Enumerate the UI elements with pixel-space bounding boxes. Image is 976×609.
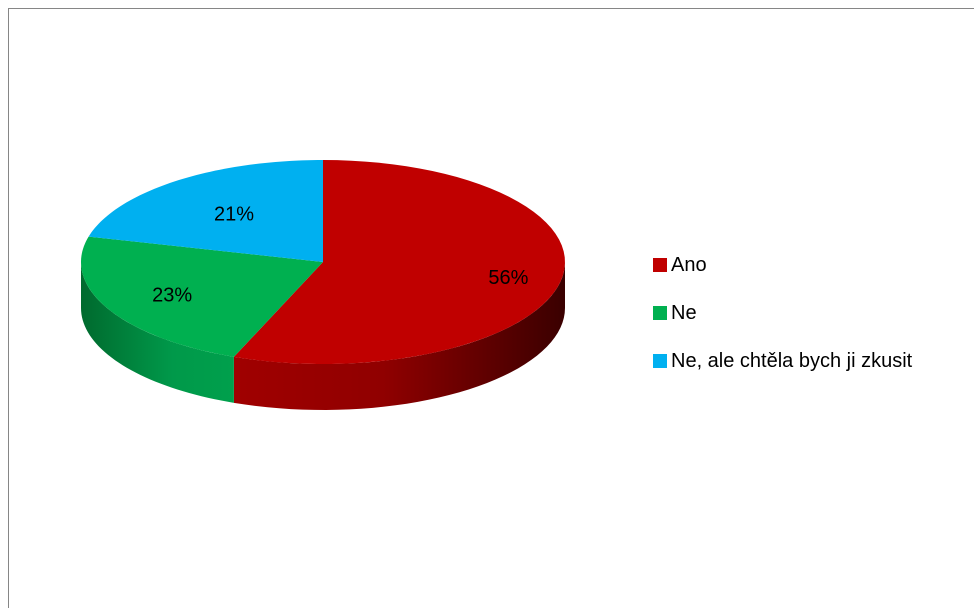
data-label-ne: 23% [152,284,192,306]
data-label-ne-ale-chtela: 21% [214,204,254,226]
pie-slice-ano [233,160,565,364]
legend: Ano Ne Ne, ale chtěla bych ji zkusit [653,253,912,397]
legend-label-ano: Ano [671,253,707,276]
legend-item-ne-ale-chtela: Ne, ale chtěla bych ji zkusit [653,349,912,373]
legend-item-ne: Ne [653,301,912,325]
legend-swatch-ano [653,258,667,272]
pie-side-ano [233,262,565,410]
pie-slice-ne [81,236,323,357]
legend-label-ne-ale-chtela: Ne, ale chtěla bych ji zkusit [671,349,913,372]
legend-item-ano: Ano [653,253,912,277]
data-label-ano: 56% [488,267,528,289]
legend-swatch-ne [653,306,667,320]
pie-side-ne [81,262,234,403]
legend-label-ne: Ne [671,301,697,324]
pie-slice-ne-ale-chtela [88,160,323,262]
legend-swatch-ne-ale-chtela [653,354,667,368]
